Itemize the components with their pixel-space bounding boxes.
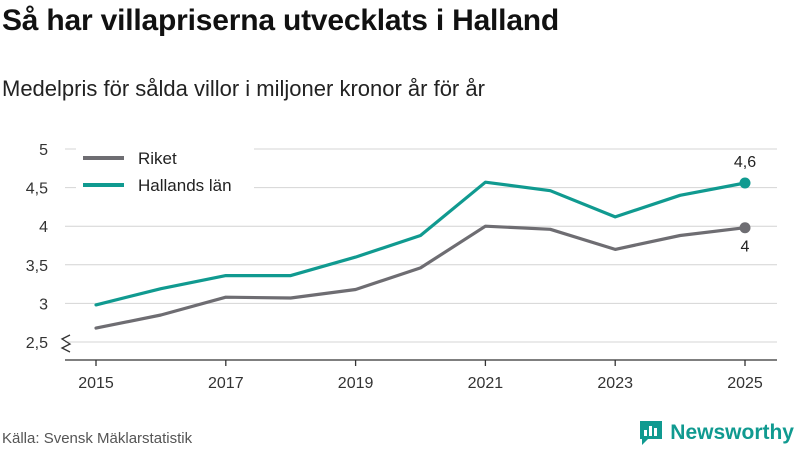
series-end-point [739, 222, 751, 234]
brand: Newsworthy [638, 419, 794, 447]
x-tick-label: 2017 [208, 375, 244, 392]
x-tick-label: 2021 [468, 375, 504, 392]
legend-label: Riket [138, 149, 177, 168]
y-tick-label: 3 [39, 296, 48, 313]
x-tick-label: 2019 [338, 375, 374, 392]
legend-background [76, 144, 254, 200]
series-end-point [739, 177, 751, 189]
series-line-hallands-lan [94, 180, 747, 307]
y-tick-label: 2,5 [26, 335, 48, 352]
y-tick-label: 3,5 [26, 258, 48, 275]
brand-name: Newsworthy [670, 421, 794, 444]
chart-title: Så har villapriserna utvecklats i Hallan… [2, 4, 560, 37]
x-tick-label: 2015 [78, 375, 114, 392]
y-tick-label: 4 [39, 219, 48, 236]
newsworthy-logo-icon [640, 421, 663, 445]
source-note: Källa: Svensk Mäklarstatistik [2, 430, 193, 447]
chart-subtitle: Medelpris för sålda villor i miljoner kr… [2, 76, 485, 101]
legend-label: Hallands län [138, 176, 232, 195]
y-tick-label: 5 [39, 142, 48, 159]
y-tick-label: 4,5 [26, 181, 48, 198]
x-tick-label: 2025 [727, 375, 763, 392]
data-label: 4 [741, 239, 750, 256]
axis-break-icon [60, 334, 72, 353]
x-tick-label: 2023 [597, 375, 633, 392]
series-line-riket [94, 224, 747, 330]
data-label: 4,6 [734, 154, 756, 171]
